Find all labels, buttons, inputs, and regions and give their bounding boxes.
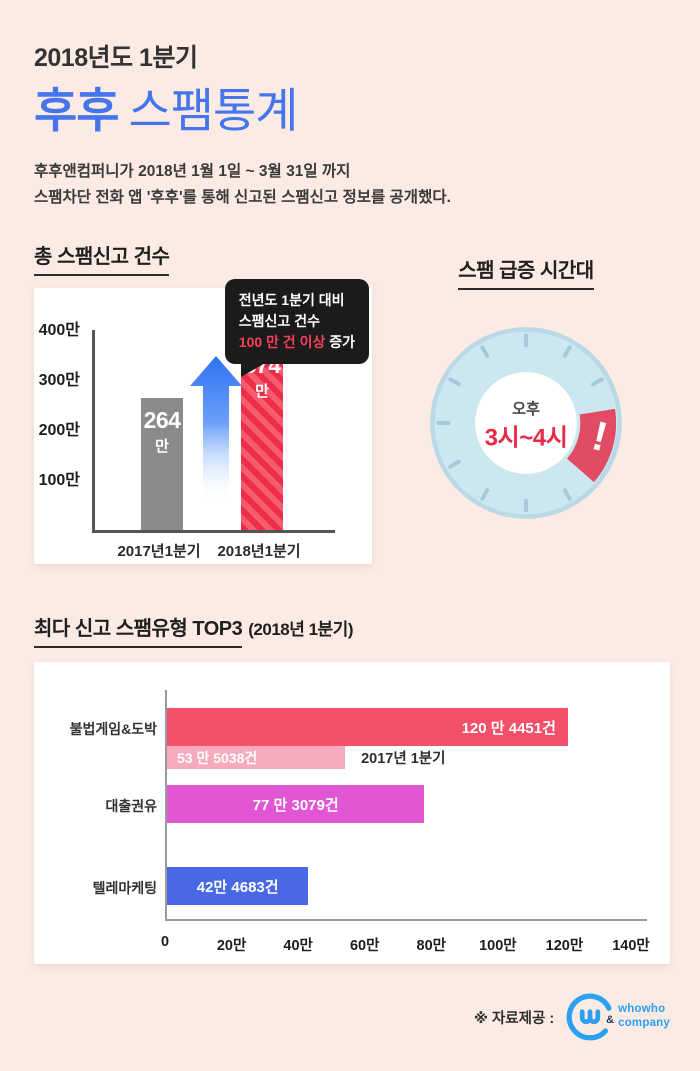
top3-heading-period: (2018년 1분기) <box>248 620 353 640</box>
logo-ampersand: & <box>606 1014 615 1026</box>
clock-tick <box>448 377 461 387</box>
x-axis-tick: 40만 <box>283 938 313 955</box>
bar-2018-텔레마케팅: 42만 4683건 <box>167 867 309 906</box>
clock-tick <box>591 377 604 387</box>
alert-wedge <box>567 409 617 483</box>
clock-label-time: 3시~4시 <box>485 425 568 452</box>
x-axis-tick: 80만 <box>416 938 447 955</box>
peak-time-column: 스팸 급증 시간대 ! 오후 3시~4시 <box>386 240 666 564</box>
total-reports-column: 총 스팸신고 건수 전년도 1분기 대비 스팸신고 건수 100 만 건 이상 … <box>34 240 386 565</box>
logo-word-2: company <box>618 1017 670 1029</box>
clock-label-ampm: 오후 <box>512 402 540 419</box>
category-row: 텔레마케팅 42만 4683건 <box>93 867 647 906</box>
category-label: 대출권유 <box>105 798 157 815</box>
x-axis-tick: 60만 <box>349 938 380 955</box>
page-title-rest: 스팸통계 <box>128 84 298 137</box>
yearly-bar-chart: 400만 300만 200만 100만 <box>39 322 335 562</box>
callout-highlight: 100 만 건 이상 <box>238 334 326 351</box>
logo-word-1: whowho <box>618 1003 666 1016</box>
x-axis-label: 2017년1분기 <box>117 543 201 561</box>
whowho-logo-icon <box>566 993 612 1041</box>
increase-arrow-icon <box>190 356 242 505</box>
header: 2018년도 1분기 후후 스팸통계 후후앤컴퍼니가 2018년 1월 1일 ~ … <box>0 0 700 210</box>
bar-value: 53 만 5038건 <box>177 749 258 766</box>
clock-center-circle <box>475 372 577 475</box>
intro-line-2: 스팸차단 전화 앱 '후후'를 통해 신고된 스팸신고 정보를 공개했다. <box>34 188 451 206</box>
bar-2017-불법게임&도박: 53 만 5038건 2017년 1분기 <box>167 746 445 770</box>
bar-value: 77 만 3079건 <box>252 796 339 814</box>
x-axis-ticks: 0 20만 40만 60만 80만 100만 120만 140만 <box>161 930 650 956</box>
category-row: 대출권유 77 만 3079건 <box>105 785 647 824</box>
y-axis-tick: 400만 <box>38 322 80 340</box>
top-section: 총 스팸신고 건수 전년도 1분기 대비 스팸신고 건수 100 만 건 이상 … <box>0 240 700 565</box>
y-axis: 400만 300만 200만 100만 <box>34 322 86 530</box>
section-title-peak-time: 스팸 급증 시간대 <box>458 254 594 291</box>
callout-tail <box>240 362 267 378</box>
logo-wordmark: whowho company <box>618 1003 670 1031</box>
y-axis-tick: 100만 <box>38 472 80 490</box>
clock-tick <box>448 460 461 470</box>
y-axis-tick: 300만 <box>38 372 80 390</box>
bar-value: 120 만 4451건 <box>461 719 556 737</box>
increase-callout: 전년도 1분기 대비 스팸신고 건수 100 만 건 이상 증가 <box>224 279 369 378</box>
section-title-top3: 최다 신고 스팸유형 TOP3 (2018년 1분기) <box>34 612 666 649</box>
x-axis-tick: 20만 <box>216 938 247 955</box>
bar-2018-대출권유: 77 만 3079건 <box>167 785 425 824</box>
callout-line-2: 스팸신고 건수 <box>238 313 320 330</box>
intro-text: 후후앤컴퍼니가 2018년 1월 1일 ~ 3월 31일 까지 스팸차단 전화 … <box>34 159 666 210</box>
footer-credit: ※ 자료제공 : & whowho company <box>474 991 670 1043</box>
bar-value-unit: 만 <box>255 383 269 401</box>
category-label: 텔레마케팅 <box>92 880 157 897</box>
credit-label: ※ 자료제공 : <box>473 1010 555 1027</box>
y-axis-tick: 200만 <box>38 422 80 440</box>
bar-value: 42만 4683건 <box>196 878 279 896</box>
bar-2018-불법게임&도박: 120 만 4451건 <box>167 708 568 747</box>
callout-suffix: 증가 <box>325 334 355 351</box>
report-period: 2018년도 1분기 <box>34 44 198 72</box>
category-label: 불법게임&도박 <box>69 721 157 738</box>
total-reports-chart-card: 전년도 1분기 대비 스팸신고 건수 100 만 건 이상 증가 400만 300… <box>34 279 372 565</box>
clock-tick <box>562 345 572 359</box>
clock-tick <box>480 488 490 502</box>
x-axis-tick: 0 <box>160 934 170 951</box>
x-axis-tick: 120만 <box>545 938 584 955</box>
callout-line-1: 전년도 1분기 대비 <box>238 292 345 309</box>
clock-tick <box>562 488 572 502</box>
clock-tick <box>480 345 490 359</box>
brand-name: 후후 <box>34 84 119 137</box>
intro-line-1: 후후앤컴퍼니가 2018년 1월 1일 ~ 3월 31일 까지 <box>34 163 351 181</box>
category-row: 불법게임&도박 120 만 4451건 53 만 5038건 2017년 1분기 <box>70 708 647 770</box>
x-axis-labels: 2017년1분기 2018년1분기 <box>92 540 332 562</box>
x-axis-tick: 140만 <box>612 938 650 955</box>
bar-2017년1분기: 264 만 <box>141 398 183 531</box>
clock-graphic: ! 오후 3시~4시 <box>430 327 622 520</box>
section-title-total-reports: 총 스팸신고 건수 <box>34 240 170 277</box>
series-2017-label: 2017년 1분기 <box>361 751 446 768</box>
top3-section: 최다 신고 스팸유형 TOP3 (2018년 1분기) 불법게임&도박 120 만 … <box>0 612 700 965</box>
page-title: 후후 스팸통계 <box>34 86 666 135</box>
bar-value-unit: 만 <box>155 438 169 456</box>
bar-value: 264 <box>143 407 181 434</box>
x-axis-label: 2018년1분기 <box>217 543 301 561</box>
x-axis-tick: 100만 <box>479 938 517 955</box>
top3-heading: 최다 신고 스팸유형 TOP3 <box>34 612 243 649</box>
